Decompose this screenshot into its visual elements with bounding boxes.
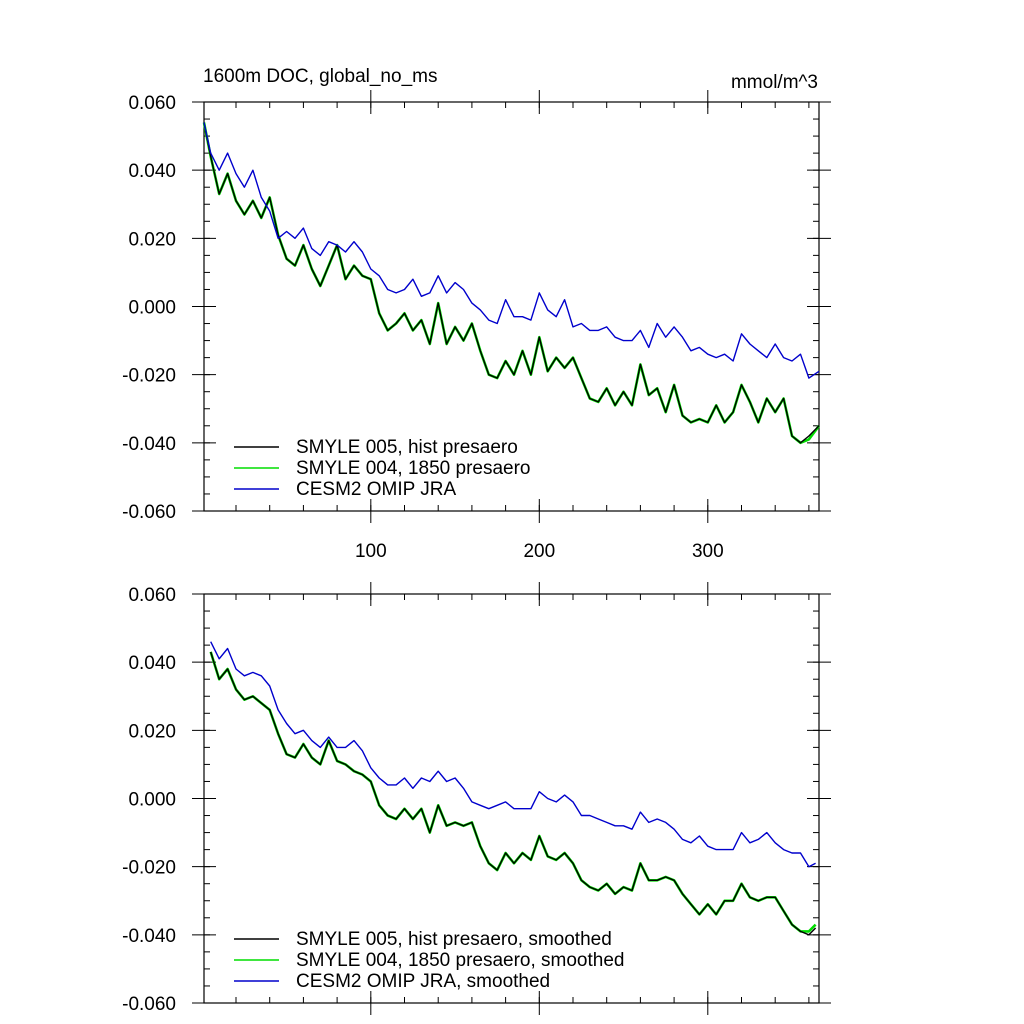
legend-label: SMYLE 005, hist presaero, smoothed: [296, 929, 612, 950]
y-tick-label: 0.000: [128, 790, 176, 811]
y-tick-label: 0.060: [128, 93, 176, 114]
series-line-1: [203, 122, 820, 444]
legend-label: CESM2 OMIP JRA, smoothed: [296, 971, 550, 992]
legend-label: SMYLE 004, 1850 presaero: [296, 458, 531, 479]
y-tick-label: 0.020: [128, 721, 176, 742]
y-tick-label: -0.020: [122, 858, 176, 879]
series-line-3: [210, 641, 816, 868]
y-tick-label: -0.020: [122, 366, 176, 387]
series-line-1: [210, 651, 817, 936]
x-tick-label: 300: [692, 541, 724, 562]
top-panel: -0.060 -0.040 -0.020 0.000 0.020 0.040 0.060 10…: [122, 90, 831, 562]
chart-title: 1600m DOC, global_no_ms: [203, 66, 437, 87]
y-tick-label: -0.060: [122, 502, 176, 523]
x-tick-label: 200: [523, 541, 555, 562]
legend-label: SMYLE 005, hist presaero: [296, 437, 518, 458]
x-tick-label: 100: [355, 541, 387, 562]
y-tick-label: 0.040: [128, 653, 176, 674]
series-line-3: [203, 122, 820, 379]
y-tick-label: -0.040: [122, 926, 176, 947]
bottom-panel: -0.060 -0.040 -0.020 0.000 0.020 0.040 0.060 SM…: [122, 582, 831, 1015]
series-line-2: [209, 651, 817, 933]
y-tick-label: 0.060: [128, 585, 176, 606]
y-tick-label: 0.040: [128, 161, 176, 182]
legend-label: SMYLE 004, 1850 presaero, smoothed: [296, 950, 624, 971]
series-line-2: [202, 122, 821, 445]
y-tick-label: 0.000: [128, 298, 176, 319]
y-tick-label: 0.020: [128, 229, 176, 250]
y-tick-label: -0.060: [122, 994, 176, 1015]
units-label: mmol/m^3: [731, 72, 818, 93]
legend-label: CESM2 OMIP JRA: [296, 479, 456, 500]
y-tick-label: -0.040: [122, 434, 176, 455]
